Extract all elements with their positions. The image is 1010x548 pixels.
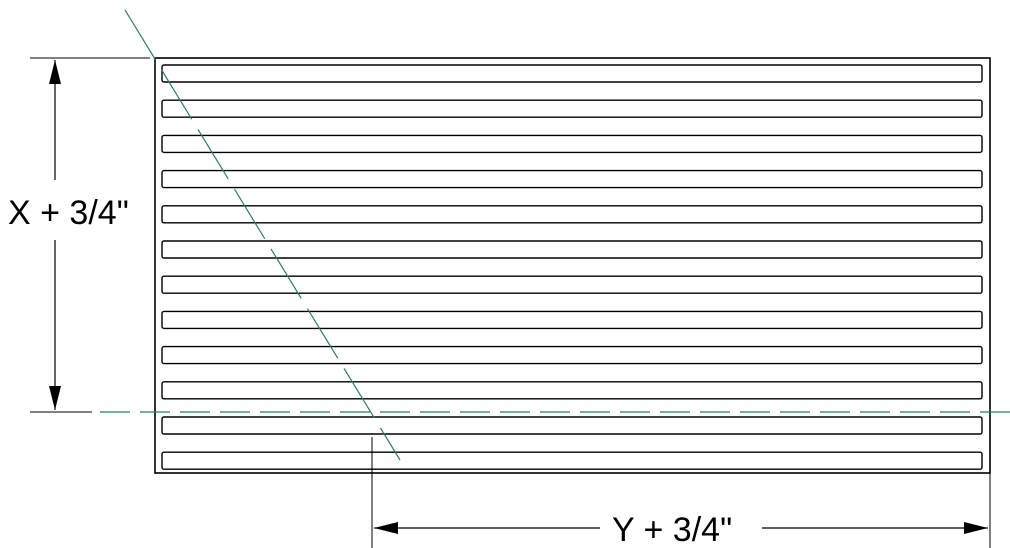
grille-slot xyxy=(161,310,983,330)
grille-slots xyxy=(161,64,983,470)
grille-slot xyxy=(161,345,983,365)
grille-outer-frame xyxy=(154,57,991,474)
grille-slot xyxy=(161,205,983,224)
grille-slot xyxy=(161,169,983,189)
grille-slot xyxy=(161,64,983,83)
grille-slot xyxy=(161,416,983,435)
width-dimension-label: Y + 3/4" xyxy=(612,511,732,548)
height-arrow-top xyxy=(49,60,61,84)
diagonal-centerline xyxy=(124,9,401,461)
height-dimension-label: X + 3/4" xyxy=(8,194,129,232)
grille-slot xyxy=(161,275,983,294)
width-arrow-right xyxy=(964,522,988,534)
grille-slot xyxy=(161,99,983,118)
grille-slot xyxy=(161,381,983,400)
width-arrow-left xyxy=(374,522,398,534)
grille-slot xyxy=(161,451,983,470)
grille-slot xyxy=(161,134,983,154)
grille-slot xyxy=(161,240,983,259)
height-arrow-bottom xyxy=(49,386,61,410)
